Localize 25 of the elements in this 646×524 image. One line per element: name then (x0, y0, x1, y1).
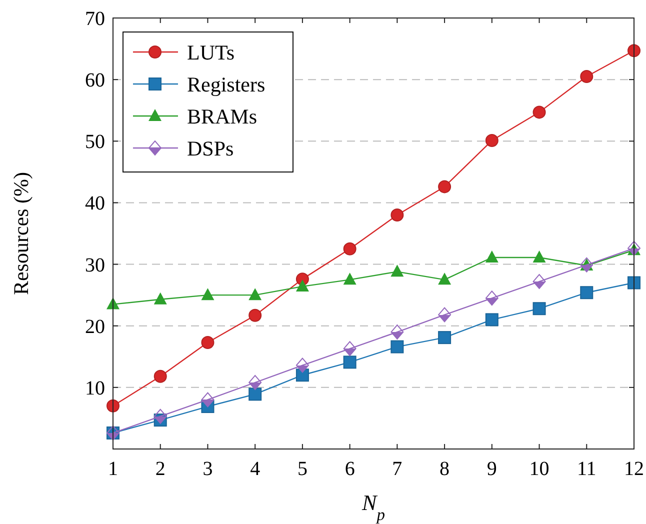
legend-label: BRAMs (187, 104, 258, 128)
x-tick-label: 8 (440, 458, 450, 480)
y-tick-label: 70 (85, 8, 105, 30)
y-tick-label: 10 (85, 377, 105, 400)
x-tick-label: 7 (392, 458, 402, 480)
x-tick-label: 1 (108, 458, 118, 480)
y-axis-title: Resources (%) (9, 172, 33, 296)
y-tick-label: 20 (85, 316, 105, 338)
x-tick-label: 2 (155, 458, 166, 480)
x-tick-label: 12 (624, 458, 644, 480)
legend-label: LUTs (187, 40, 235, 64)
x-tick-label: 4 (250, 458, 260, 480)
y-tick-label: 50 (85, 131, 105, 154)
x-tick-label: 11 (577, 458, 596, 480)
y-tick-label: 60 (85, 70, 105, 92)
x-tick-label: 9 (486, 458, 497, 480)
x-tick-label: 3 (202, 458, 213, 480)
x-tick-label: 10 (529, 458, 550, 480)
x-tick-label: 5 (297, 458, 308, 480)
x-tick-label: 6 (344, 458, 355, 480)
y-tick-label: 40 (85, 192, 105, 215)
legend-label: DSPs (187, 136, 234, 160)
y-tick-label: 30 (85, 254, 105, 276)
legend-label: Registers (187, 72, 266, 96)
x-axis-title: N$_{p}$ (361, 490, 385, 524)
